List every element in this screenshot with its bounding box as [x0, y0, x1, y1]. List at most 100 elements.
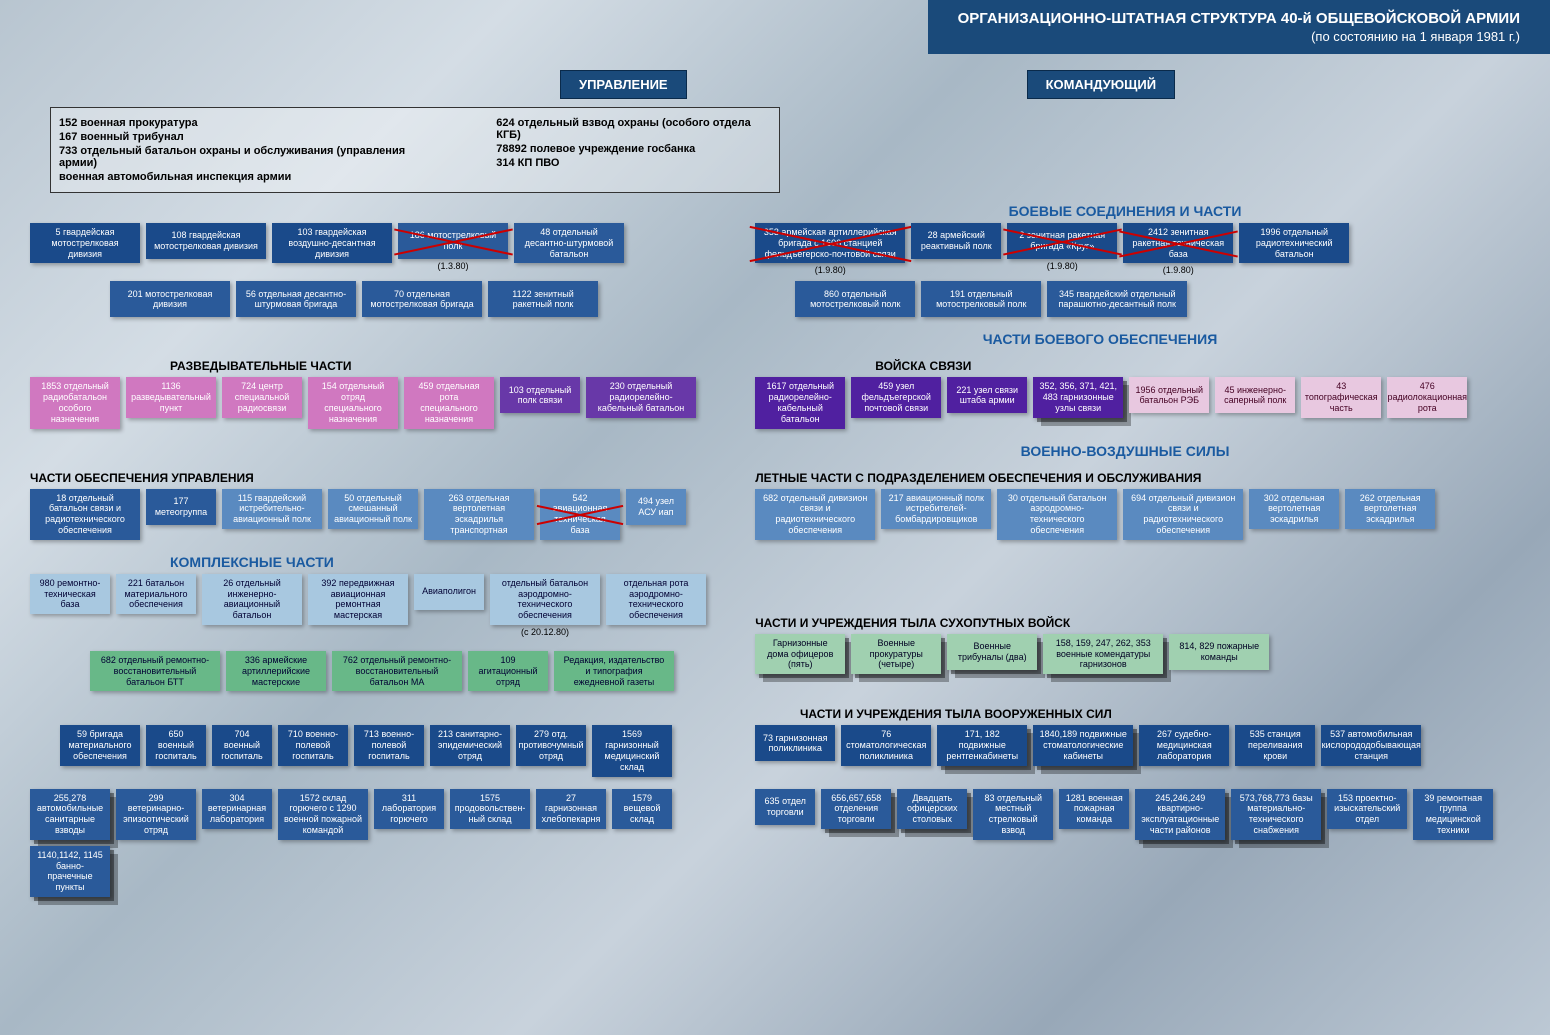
- org-box: Авиаполигон: [414, 574, 484, 610]
- org-box: 39 ремонтная группа медицинской техники: [1413, 789, 1493, 840]
- org-box: 682 отдельный ремонтно-восстановительный…: [90, 651, 220, 691]
- org-box: 103 гвардейская воздушно-десантная дивиз…: [272, 223, 392, 263]
- org-box: 635 отдел торговли: [755, 789, 815, 825]
- list-item: 733 отдельный батальон охраны и обслужив…: [59, 144, 436, 170]
- org-box: 704 военный госпиталь: [212, 725, 272, 765]
- org-box: 83 отдельный местный стрелковый взвод: [973, 789, 1053, 840]
- org-box: 682 отдельный дивизион связи и радиотехн…: [755, 489, 875, 540]
- org-box: 56 отдельная десантно-штурмовая бригада: [236, 281, 356, 317]
- org-box: 459 отдельная рота специального назначен…: [404, 377, 494, 428]
- org-box: 302 отдельная вертолетная эскадрилья: [1249, 489, 1339, 529]
- org-box: 1853 отдельный радиобатальон особого наз…: [30, 377, 120, 428]
- org-box: 115 гвардейский истребительно-авиационны…: [222, 489, 322, 529]
- org-box: Двадцать офицерских столовых: [897, 789, 967, 829]
- org-box: 267 судебно-медицинская лаборатория: [1139, 725, 1229, 765]
- org-box: 27 гарнизонная хлебопекарня: [536, 789, 606, 829]
- org-box: 353 армейская артиллерийская бригада с 1…: [755, 223, 905, 263]
- org-chart: УПРАВЛЕНИЕ КОМАНДУЮЩИЙ 152 военная проку…: [30, 70, 1520, 903]
- org-box: 2412 зенитная ракетная техническая база: [1123, 223, 1233, 263]
- org-box: 1575 продовольствен-ный склад: [450, 789, 530, 829]
- org-box: 304 ветеринарная лаборатория: [202, 789, 272, 829]
- org-box: 537 автомобильная кислорододобывающая ст…: [1321, 725, 1421, 765]
- org-box: 245,246,249 квартирно-эксплуатационные ч…: [1135, 789, 1225, 840]
- org-box: 48 отдельный десантно-штурмовой батальон: [514, 223, 624, 263]
- list-item: 152 военная прокуратура: [59, 116, 436, 130]
- header-title: ОРГАНИЗАЦИОННО-ШТАТНАЯ СТРУКТУРА 40-й ОБ…: [958, 10, 1520, 27]
- org-box: 459 узел фельдъегерской почтовой связи: [851, 377, 941, 417]
- org-box: 28 армейский реактивный полк: [911, 223, 1001, 259]
- org-box: 186 мотострелковый полк: [398, 223, 508, 259]
- org-box: Редакция, издательство и типография ежед…: [554, 651, 674, 691]
- org-box: 1281 военная пожарная команда: [1059, 789, 1129, 829]
- org-box: 650 военный госпиталь: [146, 725, 206, 765]
- org-box: 860 отдельный мотострелковый полк: [795, 281, 915, 317]
- org-box: 153 проектно-изыскательский отдел: [1327, 789, 1407, 829]
- sect-3: ВОЕННО-ВОЗДУШНЫЕ СИЛЫ: [730, 443, 1520, 459]
- org-box: 191 отдельный мотострелковый полк: [921, 281, 1041, 317]
- org-box: 279 отд. противочумный отряд: [516, 725, 586, 765]
- org-box: 1572 склад горючего с 1290 военной пожар…: [278, 789, 368, 840]
- org-box: 1956 отдельный батальон РЭБ: [1129, 377, 1209, 413]
- org-box: 1996 отдельный радиотехнический батальон: [1239, 223, 1349, 263]
- list-item: 314 КП ПВО: [496, 156, 771, 170]
- list-item: 78892 полевое учреждение госбанка: [496, 142, 771, 156]
- org-box: 230 отдельный радиорелейно-кабельный бат…: [586, 377, 696, 417]
- org-box: 762 отдельный ремонтно-восстановительный…: [332, 651, 462, 691]
- org-box: 201 мотострелковая дивизия: [110, 281, 230, 317]
- org-box: 476 радиолокационная рота: [1387, 377, 1467, 417]
- mgmt-lists: 152 военная прокуратура167 военный трибу…: [50, 107, 780, 193]
- org-box: отдельный батальон аэродромно-техническо…: [490, 574, 600, 625]
- org-box: 255,278 автомобильные санитарные взводы: [30, 789, 110, 840]
- org-box: 45 инженерно-саперный полк: [1215, 377, 1295, 413]
- org-box: 73 гарнизонная поликлиника: [755, 725, 835, 761]
- org-box: 108 гвардейская мотострелковая дивизия: [146, 223, 266, 259]
- org-box: 1840,189 подвижные стоматологические каб…: [1033, 725, 1133, 765]
- top-right: КОМАНДУЮЩИЙ: [1027, 70, 1176, 99]
- org-box: 50 отдельный смешанный авиационный полк: [328, 489, 418, 529]
- org-box: 542 авиационная техническая база: [540, 489, 620, 540]
- sect-1: БОЕВЫЕ СОЕДИНЕНИЯ И ЧАСТИ: [730, 203, 1520, 219]
- org-box: 1579 вещевой склад: [612, 789, 672, 829]
- org-box: 1569 гарнизонный медицинский склад: [592, 725, 672, 776]
- org-box: 1136 разведывательный пункт: [126, 377, 216, 417]
- org-box: 171, 182 подвижные рентгенкабинеты: [937, 725, 1027, 765]
- org-box: 494 узел АСУ иап: [626, 489, 686, 525]
- org-box: 814, 829 пожарные команды: [1169, 634, 1269, 670]
- list-item: 624 отдельный взвод охраны (особого отде…: [496, 116, 771, 142]
- org-box: 26 отдельный инженерно-авиационный батал…: [202, 574, 302, 625]
- org-box: 573,768,773 базы материально-техническог…: [1231, 789, 1321, 840]
- org-box: 221 узел связи штаба армии: [947, 377, 1027, 413]
- org-box: 221 батальон материального обеспечения: [116, 574, 196, 614]
- header-sub: (по состоянию на 1 января 1981 г.): [958, 29, 1520, 44]
- org-box: 535 станция переливания крови: [1235, 725, 1315, 765]
- org-box: 5 гвардейская мотострелковая дивизия: [30, 223, 140, 263]
- org-box: 694 отдельный дивизион связи и радиотехн…: [1123, 489, 1243, 540]
- org-box: 311 лаборатория горючего: [374, 789, 444, 829]
- org-box: 158, 159, 247, 262, 353 военные комендат…: [1043, 634, 1163, 674]
- org-box: 109 агитационный отряд: [468, 651, 548, 691]
- org-box: Гарнизонные дома офицеров (пять): [755, 634, 845, 674]
- org-box: 299 ветеринарно-эпизоотический отряд: [116, 789, 196, 840]
- sect-2: ЧАСТИ БОЕВОГО ОБЕСПЕЧЕНИЯ: [680, 331, 1520, 347]
- org-box: 262 отдельная вертолетная эскадрилья: [1345, 489, 1435, 529]
- org-box: 177 метеогруппа: [146, 489, 216, 525]
- org-box: 30 отдельный батальон аэродромно-техниче…: [997, 489, 1117, 540]
- org-box: Военные трибуналы (два): [947, 634, 1037, 670]
- org-box: 392 передвижная авиационная ремонтная ма…: [308, 574, 408, 625]
- org-box: 2 зенитная ракетная бригада «Круг»: [1007, 223, 1117, 259]
- org-box: 336 армейские артиллерийские мастерские: [226, 651, 326, 691]
- page-header: ОРГАНИЗАЦИОННО-ШТАТНАЯ СТРУКТУРА 40-й ОБ…: [928, 0, 1550, 54]
- org-box: 980 ремонтно-техническая база: [30, 574, 110, 614]
- org-box: 70 отдельная мотострелковая бригада: [362, 281, 482, 317]
- org-box: 76 стоматологическая поликлиника: [841, 725, 931, 765]
- org-box: 213 санитарно-эпидемический отряд: [430, 725, 510, 765]
- org-box: 710 военно-полевой госпиталь: [278, 725, 348, 765]
- org-box: 352, 356, 371, 421, 483 гарнизонные узлы…: [1033, 377, 1123, 417]
- org-box: 724 центр специальной радиосвязи: [222, 377, 302, 417]
- org-box: 18 отдельный батальон связи и радиотехни…: [30, 489, 140, 540]
- org-box: Военные прокуратуры (четыре): [851, 634, 941, 674]
- org-box: 1617 отдельный радиорелейно-кабельный ба…: [755, 377, 845, 428]
- top-left: УПРАВЛЕНИЕ: [560, 70, 687, 99]
- org-box: 713 военно-полевой госпиталь: [354, 725, 424, 765]
- org-box: 656,657,658 отделения торговли: [821, 789, 891, 829]
